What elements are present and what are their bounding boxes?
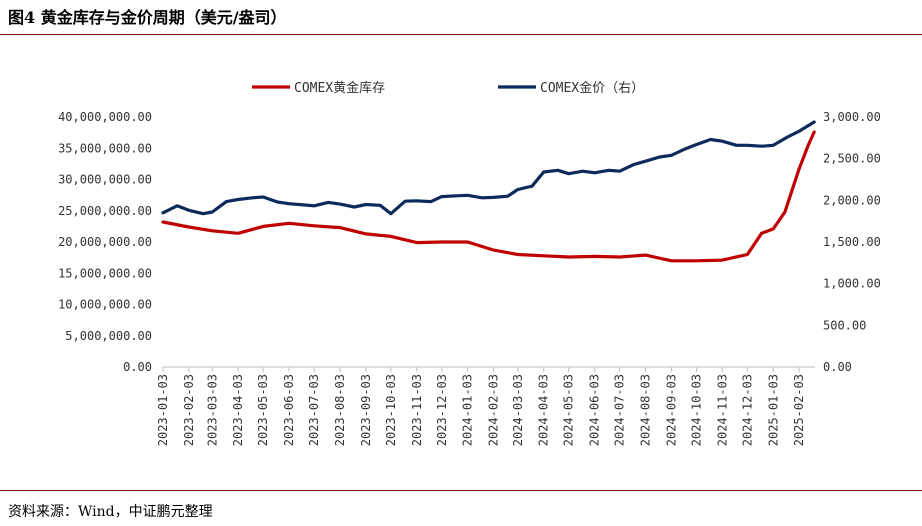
x-tick-label: 2024-07-03	[613, 374, 627, 446]
x-tick-label: 2023-02-03	[182, 374, 196, 446]
y-left-tick-label: 25,000,000.00	[58, 204, 152, 218]
legend-label-inventory: COMEX黄金库存	[294, 80, 385, 96]
x-tick-label: 2024-05-03	[562, 374, 576, 446]
top-rule	[0, 34, 922, 35]
x-tick-label: 2023-04-03	[231, 374, 245, 446]
x-tick-label: 2024-01-03	[461, 374, 475, 446]
x-tick-label: 2023-05-03	[256, 374, 270, 446]
y-left-tick-label: 40,000,000.00	[58, 110, 152, 124]
x-tick-label: 2024-11-03	[715, 374, 729, 446]
y-right-tick-label: 2,000.00	[823, 193, 881, 207]
y-right-tick-label: 1,500.00	[823, 235, 881, 249]
y-right-tick-label: 0.00	[823, 360, 852, 374]
inventory-series-line	[161, 130, 816, 263]
x-tick-label: 2025-02-03	[792, 374, 806, 446]
x-tick-label: 2024-08-03	[639, 374, 653, 446]
price-series-line	[161, 120, 816, 216]
y-left-tick-label: 35,000,000.00	[58, 141, 152, 155]
x-tick-label: 2024-03-03	[511, 374, 525, 446]
figure-title: 图4 黄金库存与金价周期（美元/盎司）	[8, 8, 287, 27]
x-tick-label: 2024-10-03	[689, 374, 703, 446]
x-tick-label: 2024-09-03	[664, 374, 678, 446]
legend-label-price: COMEX金价（右）	[540, 80, 644, 96]
x-tick-label: 2023-09-03	[359, 374, 373, 446]
y-left-tick-label: 10,000,000.00	[58, 298, 152, 312]
x-tick-label: 2023-11-03	[410, 374, 424, 446]
x-tick-label: 2023-06-03	[282, 374, 296, 446]
x-tick-label: 2023-03-03	[205, 374, 219, 446]
y-left-tick-label: 0.00	[123, 360, 152, 374]
y-right-tick-label: 2,500.00	[823, 152, 881, 166]
x-tick-label: 2024-02-03	[487, 374, 501, 446]
x-tick-label: 2025-01-03	[766, 374, 780, 446]
x-tick-label: 2023-10-03	[384, 374, 398, 446]
x-tick-label: 2024-04-03	[537, 374, 551, 446]
bottom-rule	[0, 490, 922, 491]
y-left-tick-label: 20,000,000.00	[58, 235, 152, 249]
source-note: 资料来源：Wind，中证鹏元整理	[8, 504, 213, 520]
x-tick-label: 2023-08-03	[333, 374, 347, 446]
y-right-tick-label: 500.00	[823, 318, 866, 332]
y-left-tick-label: 5,000,000.00	[65, 329, 152, 343]
x-tick-label: 2023-12-03	[435, 374, 449, 446]
y-right-tick-label: 3,000.00	[823, 110, 881, 124]
y-left-tick-label: 30,000,000.00	[58, 173, 152, 187]
x-tick-label: 2024-12-03	[740, 374, 754, 446]
x-tick-label: 2023-01-03	[156, 374, 170, 446]
x-tick-label: 2024-06-03	[588, 374, 602, 446]
y-left-tick-label: 15,000,000.00	[58, 266, 152, 280]
y-right-tick-label: 1,000.00	[823, 277, 881, 291]
x-tick-label: 2023-07-03	[307, 374, 321, 446]
